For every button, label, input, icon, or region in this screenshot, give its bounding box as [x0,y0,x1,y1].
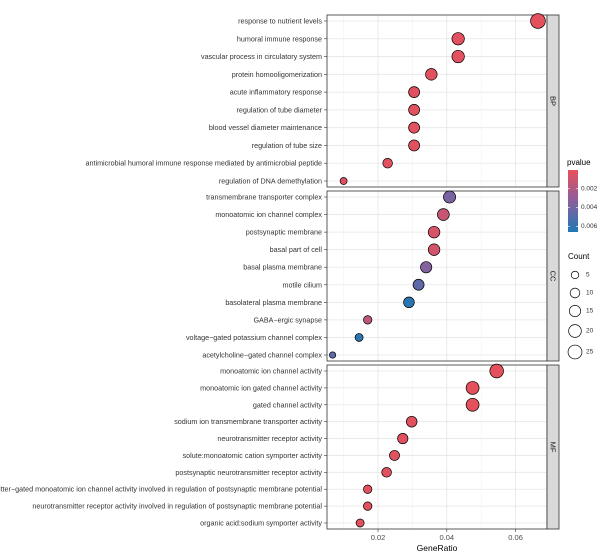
size-legend-circle [568,304,582,318]
data-point [451,32,465,46]
term-label: regulation of tube diameter [236,105,322,114]
data-point [406,415,418,428]
x-tick-label: 0.06 [508,533,523,542]
data-point [339,177,348,185]
term-label: neurotransmitter receptor activity invol… [32,502,322,511]
color-legend-label: 0.002 [581,185,597,192]
data-point [329,351,337,359]
term-label: acetylcholine−gated channel complex [202,351,322,360]
term-label: regulation of DNA demethylation [219,177,322,186]
term-label: basolateral plasma membrane [225,298,322,307]
size-legend-label: 20 [586,328,594,335]
data-point [408,86,420,98]
term-label: gated channel activity [253,400,323,409]
facet-label-CC: CC [549,271,558,282]
facet-strip-MF [546,364,560,530]
term-label: monoatomic ion gated channel activity [200,383,322,392]
data-point [363,501,373,511]
data-point [403,296,415,309]
size-legend-label: 10 [586,290,594,297]
panel-background-MF [327,365,547,529]
term-label: basal part of cell [270,245,323,254]
size-legend-circle [568,324,582,338]
data-point [382,158,393,169]
data-point [465,381,480,395]
panel-background-BP [327,15,547,187]
data-point [354,333,364,342]
term-label: motile cilium [282,280,322,289]
facet-strip-CC [546,190,560,362]
data-point [489,363,504,379]
term-label: humoral immune response [237,34,322,43]
data-point [408,139,420,152]
data-point [412,278,425,291]
data-point [465,397,480,412]
data-point [363,315,373,325]
term-label: sodium ion transmembrane transporter act… [174,417,322,426]
term-label: antimicrobial humoral immune response me… [85,159,322,168]
data-point [355,518,365,528]
size-legend-title: Count [568,252,590,261]
size-legend-label: 5 [586,272,590,279]
color-legend-title: pvalue [567,158,591,167]
facet-strip-BP [546,14,560,188]
term-label: transmitter−gated monoatomic ion channel… [0,485,322,494]
x-tick-label: 0.02 [371,533,386,542]
panel-background-CC [327,191,547,361]
data-point [443,190,456,204]
size-legend-circle [569,287,581,299]
term-label: solute:monoatomic cation symporter activ… [183,451,323,460]
term-label: blood vessel diameter maintenance [209,123,322,132]
x-tick-label: 0.04 [439,533,454,542]
facet-label-BP: BP [549,96,558,106]
term-label: monoatomic ion channel complex [215,210,322,219]
color-legend-label: 0.006 [581,223,597,230]
term-label: neurotransmitter receptor activity [217,434,322,443]
size-legend-label: 15 [586,308,594,315]
data-point [427,243,441,256]
term-label: basal plasma membrane [243,263,322,272]
data-point [530,13,546,29]
x-axis-title: GeneRatio [417,543,458,553]
term-label: protein homooligomerization [232,70,322,79]
term-label: response to nutrient levels [238,17,322,26]
data-point [381,467,392,478]
data-point [389,450,400,461]
term-label: vascular process in circulatory system [201,52,322,61]
term-label: postsynaptic membrane [246,228,322,237]
color-legend-bar [568,170,578,232]
data-point [408,121,420,134]
facet-label-MF: MF [549,442,558,453]
term-label: voltage−gated potassium channel complex [186,333,322,342]
term-label: acute inflammatory response [230,88,322,97]
size-legend-circle [570,270,580,280]
term-label: GABA−ergic synapse [253,315,322,324]
term-label: postsynaptic neurotransmitter receptor a… [175,468,322,477]
term-label: transmembrane transporter complex [206,193,322,202]
data-point [363,484,373,494]
term-label: organic acid:sodium symporter activity [200,519,322,528]
size-legend-circle [567,344,583,360]
data-point [425,68,438,81]
data-point [451,49,465,64]
data-point [427,225,441,239]
size-legend-label: 25 [586,349,594,356]
term-label: monoatomic ion channel activity [220,367,322,376]
color-legend-label: 0.004 [581,204,597,211]
data-point [420,261,433,274]
data-point [408,104,420,116]
term-label: regulation of tube size [252,141,322,150]
data-point [397,433,409,445]
data-point [437,208,450,221]
